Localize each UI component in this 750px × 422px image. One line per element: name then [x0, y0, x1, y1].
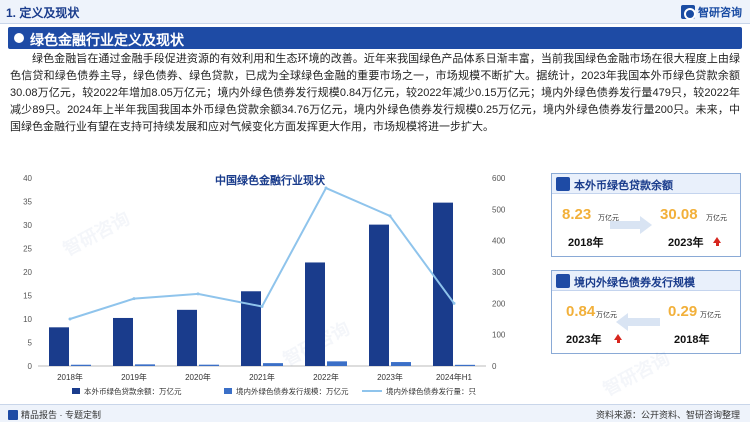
line-point: [324, 186, 328, 190]
bar-bond-scale: [327, 361, 347, 366]
page-title-bar: 绿色金融行业定义及现状: [8, 27, 742, 49]
start-year: 2018年: [568, 237, 604, 249]
y-left-tick-label: 15: [23, 292, 32, 301]
legend-swatch: [224, 388, 232, 394]
base-year: 2018年: [674, 334, 710, 346]
report-icon: [8, 409, 18, 420]
x-tick-label: 2023年: [377, 372, 403, 382]
card-header: 本外币绿色贷款余额: [552, 174, 740, 194]
x-tick-label: 2019年: [121, 372, 147, 382]
card-title: 本外币绿色贷款余额: [574, 180, 673, 192]
y-left-tick-label: 5: [28, 339, 33, 348]
current-value: 0.84: [566, 303, 596, 320]
bond-issuance-card: 境内外绿色债券发行规模 0.84 万亿元 2023年 0.29 万亿元 2018…: [551, 270, 741, 354]
trend-chart-icon: [556, 274, 570, 288]
card-body: 0.84 万亿元 2023年 0.29 万亿元 2018年: [552, 291, 740, 353]
bar-bond-scale: [455, 364, 475, 366]
card-title: 境内外绿色债券发行规模: [574, 277, 695, 289]
y-left-tick-label: 25: [23, 245, 32, 254]
brand-logo: 智研咨询: [681, 4, 742, 20]
current-year: 2023年: [566, 334, 602, 346]
base-unit: 万亿元: [700, 312, 721, 319]
card-header: 境内外绿色债券发行规模: [552, 271, 740, 291]
combo-chart: 中国绿色金融行业现状051015202530354001002003004005…: [23, 173, 506, 396]
y-left-tick-label: 10: [23, 315, 32, 324]
footer-left: 精品报告 · 专题定制: [8, 408, 101, 421]
bar-loan-balance: [241, 291, 261, 366]
start-value: 8.23: [562, 206, 592, 223]
bar-loan-balance: [369, 224, 389, 366]
y-right-tick-label: 100: [492, 331, 506, 340]
line-point: [68, 317, 72, 321]
y-left-tick-label: 35: [23, 198, 32, 207]
chart-container: 中国绿色金融行业现状 0 5 10 15 20 25 30 35 40 0 100 200 300 400 5…: [8, 168, 534, 402]
footer-left-text: 精品报告 · 专题定制: [21, 410, 101, 420]
y-right-tick-label: 500: [492, 205, 506, 214]
footer-bar: 精品报告 · 专题定制 资料来源：公开资料、智研咨询整理: [0, 404, 750, 422]
base-value: 0.29: [668, 303, 698, 320]
y-right-tick-label: 600: [492, 174, 506, 183]
bar-bond-scale: [391, 362, 411, 366]
bar-loan-balance: [49, 327, 69, 366]
x-tick-label: 2021年: [249, 372, 275, 382]
increase-arrow-icon: [614, 334, 622, 343]
line-bond-count: [69, 186, 455, 320]
y-left-tick-label: 30: [23, 221, 32, 230]
end-unit: 万亿元: [706, 215, 727, 222]
y-left-tick-label: 40: [23, 174, 32, 183]
x-tick-label: 2020年: [185, 372, 211, 382]
legend-label: 境内外绿色债券发行量：只: [386, 386, 476, 396]
loan-balance-card: 本外币绿色贷款余额 8.23 万亿元 2018年 30.08 万亿元 2023年: [551, 173, 741, 257]
arrow-left-icon: [628, 318, 660, 326]
y-right-tick-label: 300: [492, 268, 506, 277]
legend-swatch: [72, 388, 80, 394]
bar-loan-balance: [113, 317, 133, 366]
intro-paragraph: 绿色金融旨在通过金融手段促进资源的有效利用和生态环境的改善。近年来我国绿色产品体…: [10, 53, 740, 133]
arrow-right-head-icon: [640, 216, 652, 234]
line-point: [260, 304, 264, 308]
arrow-left-head-icon: [616, 313, 628, 331]
bar-loan-balance: [177, 309, 197, 366]
card-body: 8.23 万亿元 2018年 30.08 万亿元 2023年: [552, 194, 740, 256]
start-unit: 万亿元: [598, 215, 619, 222]
y-right-tick-label: 0: [492, 362, 497, 371]
bar-loan-balance: [433, 202, 453, 366]
bar-bond-scale: [71, 364, 91, 366]
x-tick-label: 2024年H1: [436, 372, 473, 382]
bar-chart-icon: [556, 177, 570, 191]
bar-bond-scale: [135, 364, 155, 366]
legend-label: 境内外绿色债券发行规模：万亿元: [236, 386, 349, 396]
logo-icon: [681, 5, 696, 20]
section-heading: 1. 定义及现状: [6, 6, 80, 20]
y-left-tick-label: 20: [23, 268, 32, 277]
bar-bond-scale: [199, 364, 219, 366]
y-left-tick-label: 0: [28, 362, 33, 371]
arrow-right-icon: [610, 221, 640, 229]
bar-loan-balance: [305, 262, 325, 366]
increase-arrow-icon: [713, 237, 721, 246]
end-value: 30.08: [660, 206, 698, 223]
bar-bond-scale: [263, 363, 283, 366]
chart-title: 中国绿色金融行业现状: [215, 173, 326, 187]
x-tick-label: 2022年: [313, 372, 339, 382]
line-point: [388, 214, 392, 218]
top-bar: 1. 定义及现状 智研咨询: [0, 0, 750, 24]
line-point: [132, 297, 136, 301]
y-right-tick-label: 200: [492, 299, 506, 308]
end-year: 2023年: [668, 237, 704, 249]
current-unit: 万亿元: [596, 312, 617, 319]
logo-text: 智研咨询: [698, 7, 742, 19]
legend-label: 本外币绿色贷款余额：万亿元: [84, 386, 182, 396]
y-right-tick-label: 400: [492, 237, 506, 246]
page-title: 绿色金融行业定义及现状: [30, 32, 184, 48]
x-tick-label: 2018年: [57, 372, 83, 382]
line-point: [452, 301, 456, 305]
footer-source: 资料来源：公开资料、智研咨询整理: [595, 410, 740, 420]
line-point: [196, 292, 200, 296]
